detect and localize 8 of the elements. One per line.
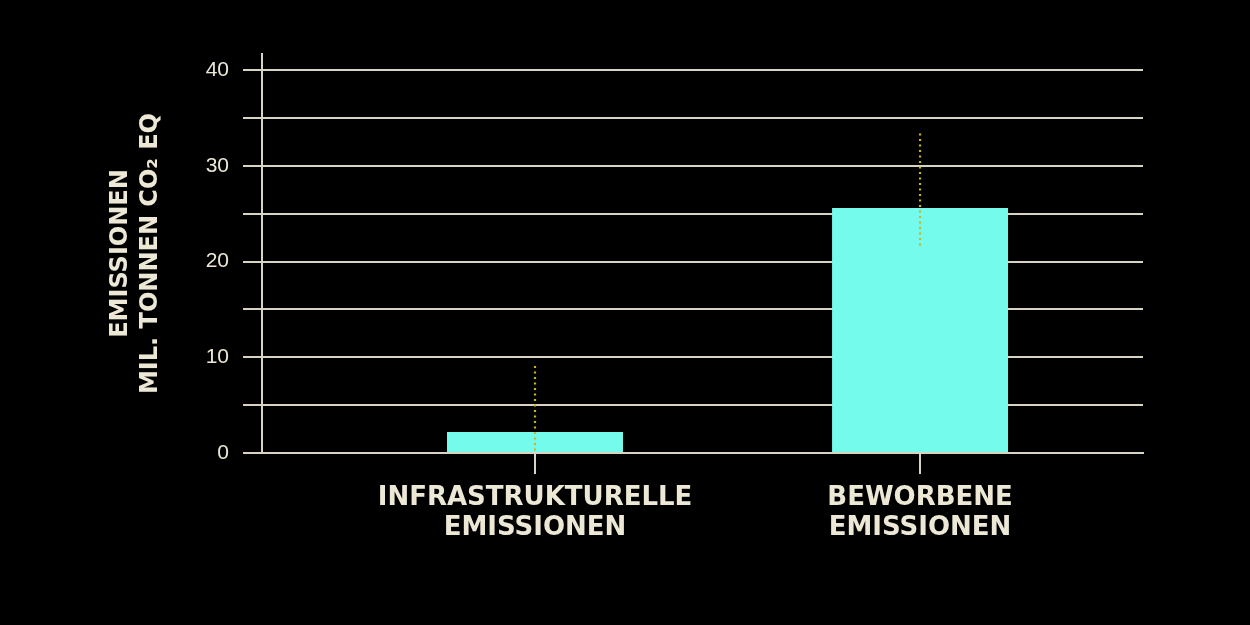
y-tick-label: 10 [205, 344, 229, 368]
y-tick-label: 30 [205, 152, 229, 176]
x-tick-label: BEWORBENE EMISSIONEN [827, 480, 1013, 541]
y-tick-label: 40 [205, 57, 229, 81]
y-tick-label: 0 [217, 439, 229, 463]
y-axis-title: EMISSIONEN MIL. TONNEN CO₂ EQ [105, 112, 164, 395]
y-tick-label: 20 [205, 248, 229, 272]
x-tick-label: INFRASTRUKTURELLE EMISSIONEN [377, 480, 693, 541]
